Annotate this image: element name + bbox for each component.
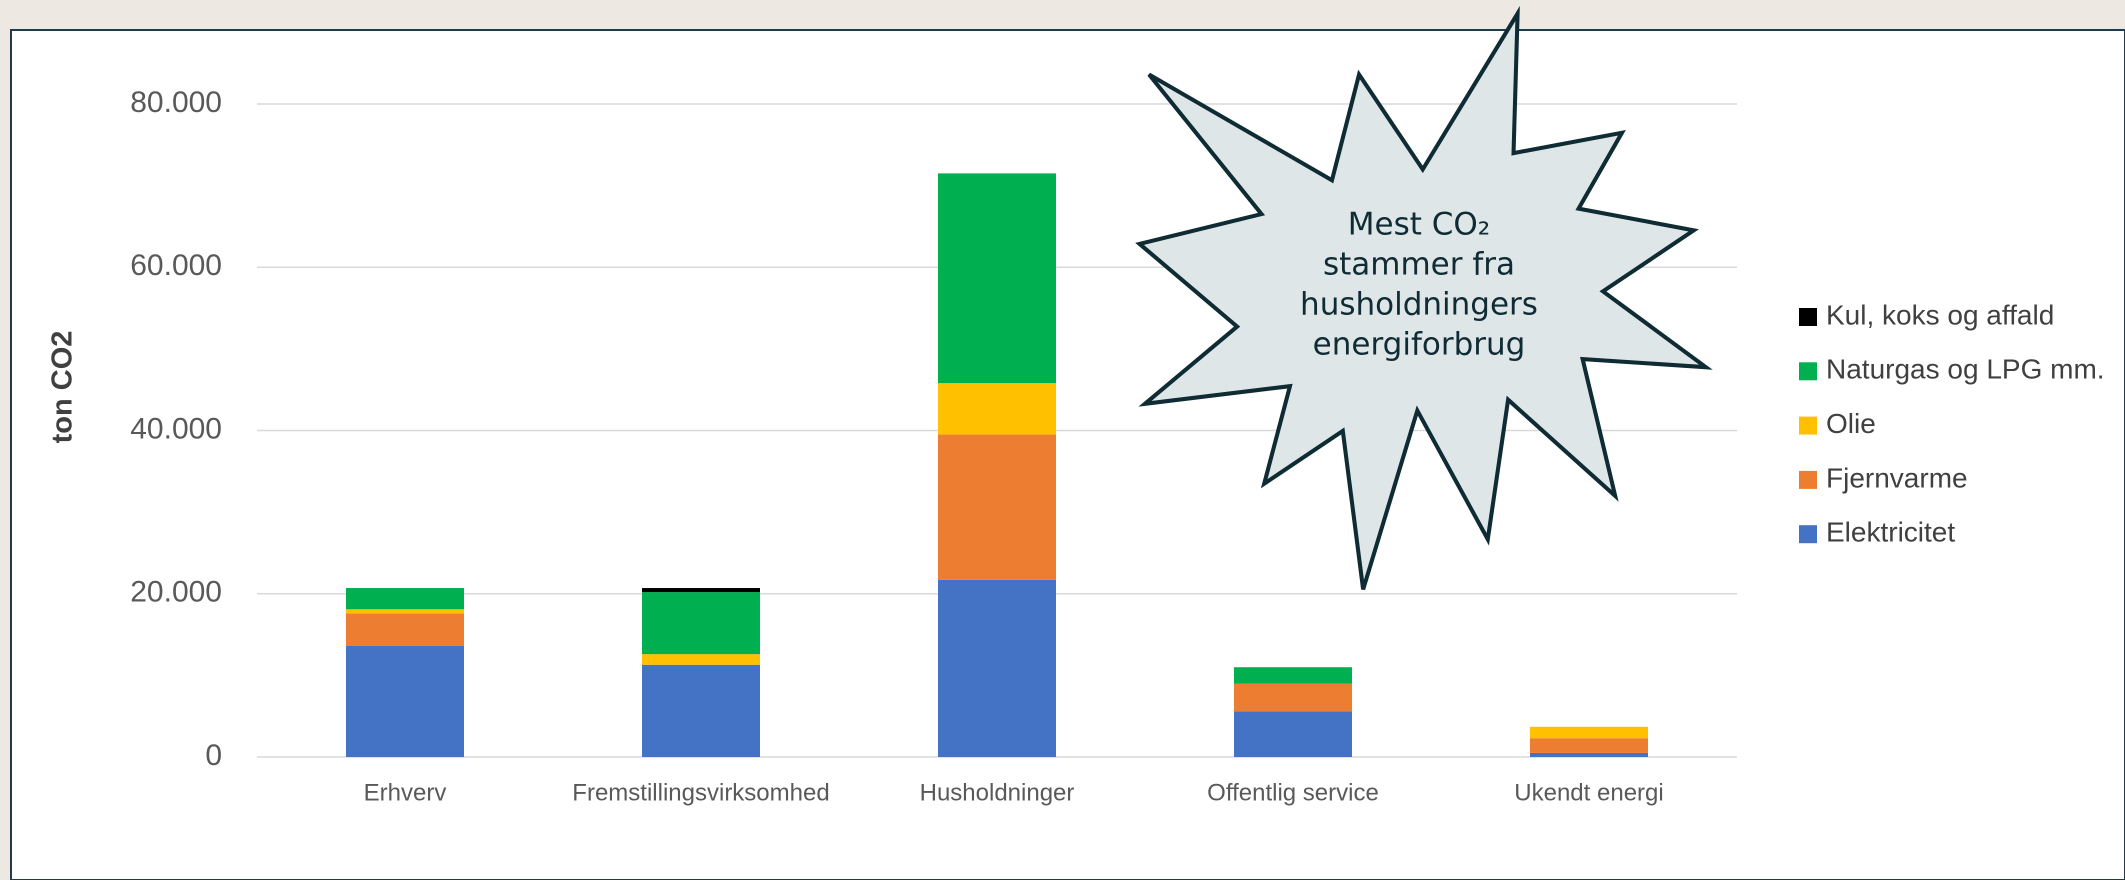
legend-swatch <box>1799 416 1817 435</box>
chart-panel <box>10 29 2125 880</box>
y-tick-label: 40.000 <box>130 412 222 445</box>
bar-segment <box>346 645 464 757</box>
legend-swatch <box>1799 525 1817 544</box>
x-tick-label: Erhverv <box>364 779 447 806</box>
annotation-text: stammer fra <box>1323 247 1515 283</box>
starburst <box>1135 5 1713 591</box>
legend-swatch <box>1799 362 1817 381</box>
bar-segment <box>1234 711 1352 757</box>
bar-segment <box>938 434 1056 580</box>
bar-segment <box>1234 667 1352 684</box>
bar-segment <box>1530 738 1648 753</box>
legend-label: Kul, koks og affald <box>1826 299 2054 330</box>
bar-segment <box>642 592 760 655</box>
legend-label: Elektricitet <box>1826 517 1955 548</box>
annotation-text: Mest CO₂ <box>1348 207 1490 243</box>
legend-swatch <box>1799 470 1817 489</box>
annotation-shape <box>1135 5 1713 591</box>
bar-segment <box>938 383 1056 435</box>
bar-segment <box>642 664 760 757</box>
bar-segment <box>642 654 760 665</box>
y-tick-label: 0 <box>205 739 222 772</box>
annotation: Mest CO₂ stammer fra husholdningers energif… <box>1300 207 1538 363</box>
bar-segment <box>642 588 760 593</box>
y-axis-label: ton CO2 <box>47 331 79 444</box>
bar-segment <box>1530 752 1648 757</box>
annotation-text: energiforbrug <box>1313 327 1526 363</box>
bar-segment <box>938 173 1056 384</box>
y-tick-label: 60.000 <box>130 249 222 282</box>
legend-label: Naturgas og LPG mm. <box>1826 354 2105 385</box>
legend-label: Olie <box>1826 408 1876 439</box>
bar-segment <box>1530 726 1648 739</box>
bar-segment <box>346 613 464 646</box>
x-tick-label: Husholdninger <box>920 779 1075 806</box>
y-tick-label: 80.000 <box>130 86 222 119</box>
annotation-text: husholdningers <box>1300 287 1538 323</box>
plot-area: 0 20.000 40.000 60.000 80.000 Erhverv Fremstil… <box>130 86 1737 806</box>
legend-swatch <box>1799 308 1817 326</box>
y-tick-label: 20.000 <box>130 576 222 609</box>
x-tick-label: Offentlig service <box>1207 779 1379 806</box>
bar-segment <box>346 588 464 610</box>
x-tick-label: Fremstillingsvirksomhed <box>572 779 829 806</box>
legend-label: Fjernvarme <box>1826 462 1968 493</box>
bar-segment <box>938 579 1056 757</box>
bar-segment <box>346 609 464 614</box>
x-tick-label: Ukendt energi <box>1514 779 1663 806</box>
bar-segment <box>1234 683 1352 712</box>
